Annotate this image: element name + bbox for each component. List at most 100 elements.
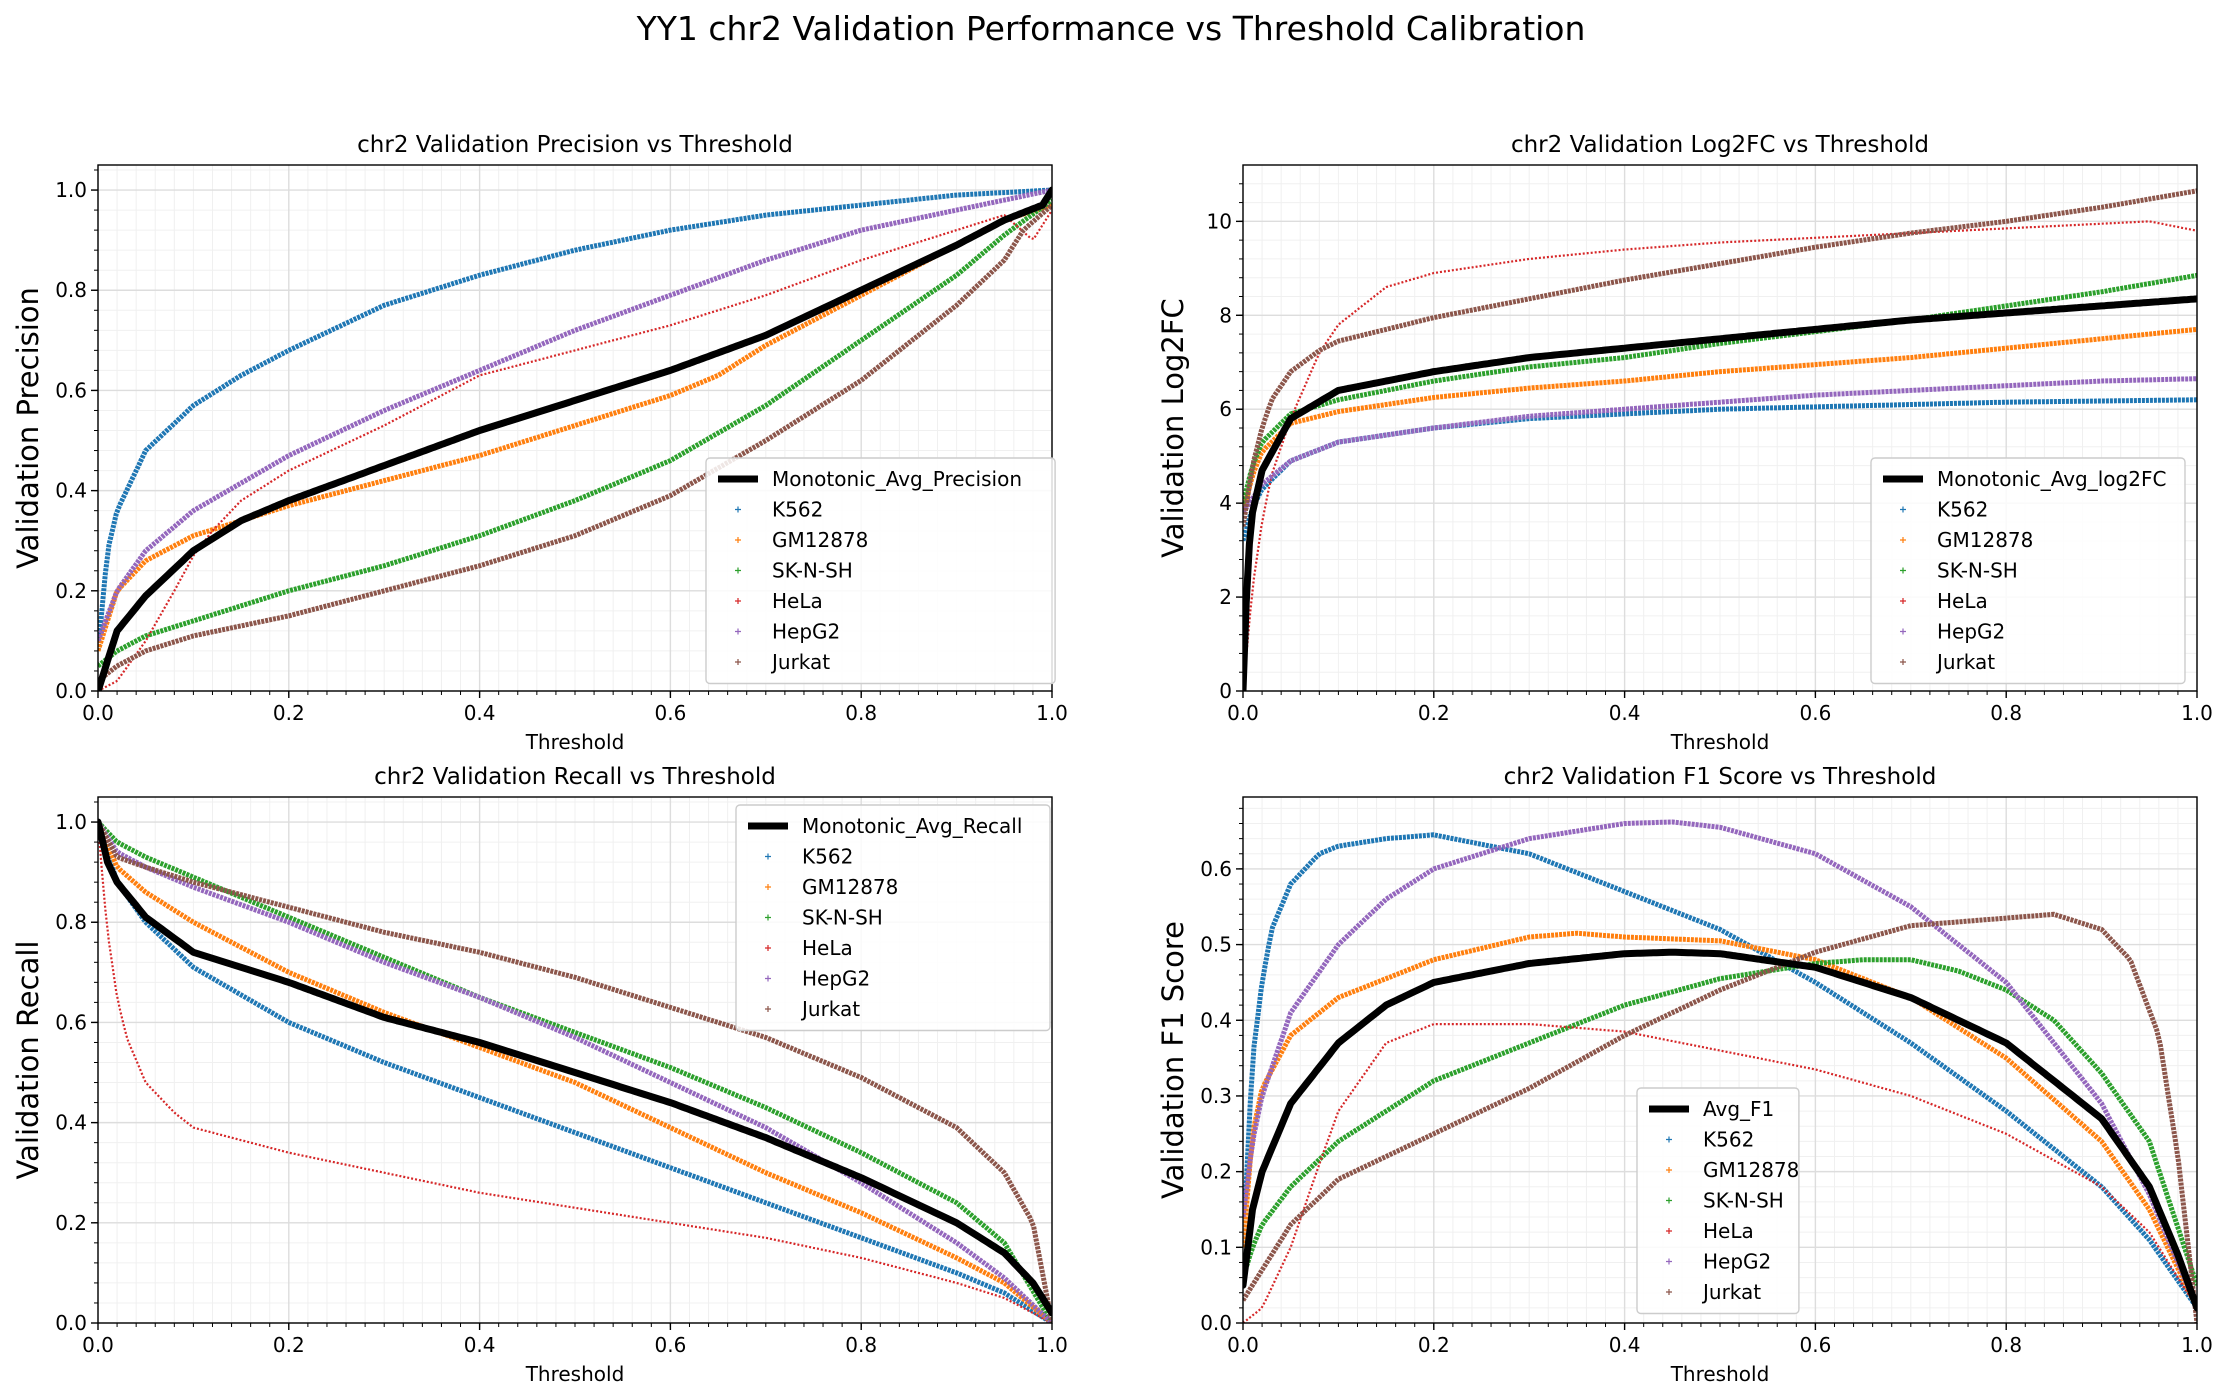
legend-label: HepG2 — [1703, 1250, 1771, 1274]
legend-label: SK-N-SH — [772, 559, 853, 583]
y-tick-label: 6 — [1219, 397, 1232, 421]
legend-label: Jurkat — [1701, 1280, 1761, 1304]
panel-title: chr2 Validation Log2FC vs Threshold — [1511, 132, 1929, 158]
legend-swatch-k562 — [1666, 1136, 1672, 1143]
legend-label: Monotonic_Avg_Recall — [802, 814, 1022, 838]
legend-label: K562 — [1937, 498, 1988, 522]
y-tick-label: 0.4 — [55, 479, 87, 503]
axes-frame — [97, 164, 1053, 692]
y-tick-label: 0.4 — [55, 1111, 87, 1135]
series-sk-n-sh — [1243, 957, 2197, 1286]
panel-title: chr2 Validation Recall vs Threshold — [374, 764, 776, 790]
x-tick-label: 0.4 — [464, 701, 496, 725]
series-hela — [98, 209, 1052, 691]
x-tick-label: 0.4 — [464, 1333, 496, 1357]
legend-label: GM12878 — [772, 528, 868, 552]
x-tick-label: 1.0 — [2181, 1333, 2213, 1357]
legend-label: K562 — [1703, 1128, 1754, 1152]
y-tick-label: 0.3 — [1200, 1084, 1232, 1108]
figure-title: YY1 chr2 Validation Performance vs Thres… — [636, 9, 1586, 48]
x-tick-label: 0.0 — [82, 701, 114, 725]
legend-label: K562 — [772, 498, 823, 522]
x-tick-label: 1.0 — [2181, 701, 2213, 725]
y-tick-label: 1.0 — [55, 810, 87, 834]
y-tick-label: 0.8 — [55, 910, 87, 934]
y-tick-label: 0.8 — [55, 278, 87, 302]
x-tick-label: 0.4 — [1609, 1333, 1641, 1357]
legend: Monotonic_Avg_Recall K562 GM12878 SK-N-SH He… — [735, 804, 1051, 1032]
chart-recall: 0.0 0.2 0.4 0.6 0.8 1.0 0.0 0.2 0.4 0.6 0.8 1.0 chr2… — [11, 764, 1068, 1386]
y-tick-label: 2 — [1219, 585, 1232, 609]
x-tick-label: 0.8 — [1990, 1333, 2022, 1357]
x-tick-label: 0.6 — [654, 701, 686, 725]
legend-swatch-k562 — [765, 853, 771, 860]
legend: Avg_F1 K562 GM12878 SK-N-SH HeLa HepG2 Jurkat — [1636, 1087, 1800, 1315]
series-hepg2 — [1243, 376, 2197, 514]
series-gm12878 — [98, 821, 1052, 1323]
y-tick-label: 0.2 — [55, 1211, 87, 1235]
x-tick-label: 0.4 — [1609, 701, 1641, 725]
x-tick-label: 0.2 — [273, 1333, 305, 1357]
plot-area — [98, 186, 1052, 691]
legend-swatch-gm12878 — [1900, 537, 1906, 543]
legend-label: HeLa — [1937, 589, 1988, 613]
legend-swatch-k562 — [735, 506, 741, 513]
legend-box — [735, 804, 1051, 1032]
plot-area — [1243, 819, 2197, 1323]
series-hepg2 — [98, 187, 1052, 642]
y-axis-label: Validation F1 Score — [1156, 921, 1190, 1199]
y-tick-label: 0.4 — [1200, 1008, 1232, 1032]
series-hela — [1243, 220, 2197, 691]
x-axis-label: Threshold — [1670, 730, 1770, 754]
y-axis-label: Validation Log2FC — [1156, 298, 1190, 558]
legend-swatch-hepg2 — [765, 975, 771, 982]
legend-box — [1870, 457, 2186, 685]
y-tick-label: 8 — [1219, 303, 1232, 327]
y-tick-label: 10 — [1207, 209, 1232, 233]
legend-swatch-gm12878 — [765, 884, 771, 890]
x-tick-label: 0.6 — [654, 1333, 686, 1357]
axes-frame — [97, 796, 1053, 1324]
average-line — [98, 818, 1052, 1317]
series-jurkat — [98, 820, 1052, 1323]
legend-swatch-k562 — [1900, 506, 1906, 513]
series-hela — [1243, 1022, 2197, 1323]
y-tick-label: 0.5 — [1200, 933, 1232, 957]
x-tick-label: 0.2 — [1418, 1333, 1450, 1357]
legend-swatch-hela — [1900, 598, 1906, 604]
series-k562 — [98, 821, 1052, 1323]
axes-frame — [1242, 796, 2198, 1324]
legend-label: Avg_F1 — [1703, 1097, 1774, 1121]
chart-f1: 0.0 0.2 0.4 0.6 0.8 1.0 0.0 0.1 0.2 0.3 0.4 0.5 0.6 c… — [1156, 764, 2213, 1386]
panel-title: chr2 Validation F1 Score vs Threshold — [1504, 764, 1937, 790]
y-tick-label: 0.2 — [1200, 1160, 1232, 1184]
x-tick-label: 0.0 — [82, 1333, 114, 1357]
legend-label: Monotonic_Avg_Precision — [772, 467, 1022, 491]
x-tick-label: 0.0 — [1227, 1333, 1259, 1357]
x-axis-label: Threshold — [525, 730, 625, 754]
legend-swatch-hepg2 — [1900, 628, 1906, 635]
series-hepg2 — [98, 820, 1052, 1323]
x-tick-label: 0.6 — [1799, 701, 1831, 725]
legend-label: HepG2 — [1937, 620, 2005, 644]
legend-swatch-gm12878 — [1666, 1167, 1672, 1173]
y-tick-label: 0 — [1219, 679, 1232, 703]
x-tick-label: 0.6 — [1799, 1333, 1831, 1357]
legend-swatch-gm12878 — [735, 537, 741, 543]
legend: Monotonic_Avg_Precision K562 GM12878 SK-N-S… — [705, 457, 1056, 685]
legend-swatch-jurkat — [1900, 659, 1906, 665]
x-tick-label: 0.8 — [845, 701, 877, 725]
legend-label: HeLa — [1703, 1219, 1754, 1243]
y-tick-label: 0.2 — [55, 579, 87, 603]
legend-label: SK-N-SH — [1937, 559, 2018, 583]
series-gm12878 — [1243, 930, 2197, 1309]
y-tick-label: 0.0 — [55, 679, 87, 703]
average-line — [98, 186, 1052, 691]
y-tick-label: 0.0 — [1200, 1311, 1232, 1335]
chart-precision: 0.0 0.2 0.4 0.6 0.8 1.0 0.0 0.2 0.4 0.6 0.8 1.0 chr2… — [11, 132, 1068, 754]
chart-log2fc: 0.0 0.2 0.4 0.6 0.8 1.0 0 2 4 6 8 10 chr2 Validation… — [1156, 132, 2213, 754]
y-tick-label: 0.6 — [1200, 857, 1232, 881]
plot-area — [98, 818, 1052, 1323]
x-tick-label: 1.0 — [1036, 701, 1068, 725]
